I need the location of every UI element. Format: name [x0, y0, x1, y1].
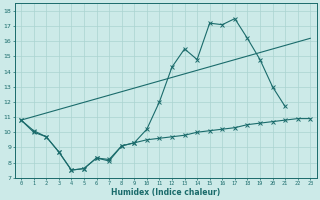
X-axis label: Humidex (Indice chaleur): Humidex (Indice chaleur) — [111, 188, 220, 197]
